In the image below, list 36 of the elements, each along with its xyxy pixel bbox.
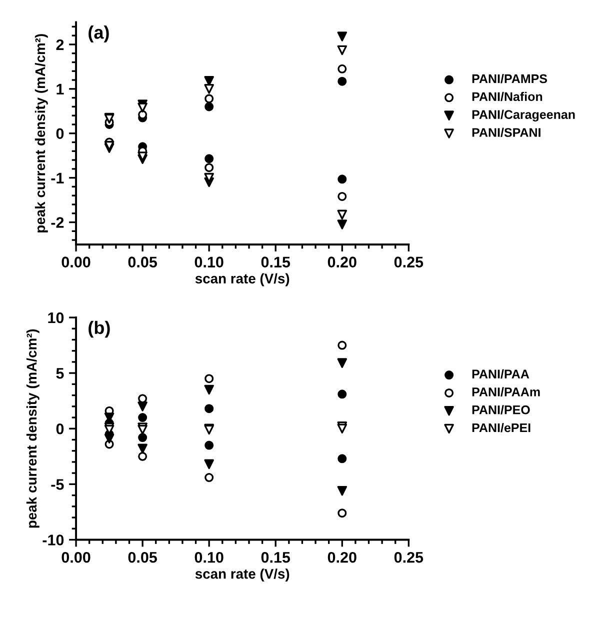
y-tick-label: 10 [48, 312, 64, 324]
x-tick-label: 0.10 [194, 552, 224, 563]
x-axis-title: scan rate (V/s) [195, 273, 290, 286]
y-axis-title: peak current density (mA/cm²) [26, 329, 40, 528]
annotation: (a) [88, 26, 109, 42]
y-tick-label: -2 [51, 217, 64, 228]
y-tick-label: 1 [56, 84, 64, 94]
y-tick-label: -1 [51, 172, 64, 184]
legend-label: PANI/SPANI [472, 128, 540, 138]
x-tick-label: 0.10 [194, 256, 224, 268]
legend-label: PANI/PAA [472, 369, 530, 379]
legend-label: PANI/PEO [472, 405, 530, 414]
legend-label: PANI/Carageenan [472, 110, 575, 122]
x-tick-label: 0.05 [128, 256, 158, 268]
legend-label: PANI/ePEI [472, 422, 530, 432]
x-tick-label: 0.20 [328, 552, 356, 563]
x-tick-label: 0.05 [128, 552, 158, 563]
legend-label: PANI/PAMPS [472, 74, 548, 84]
x-axis-title: scan rate (V/s) [195, 568, 290, 582]
y-tick-label: -5 [51, 479, 64, 490]
y-tick-label: -10 [42, 534, 64, 546]
annotation: (b) [88, 320, 110, 338]
x-tick-label: 0.15 [261, 256, 290, 268]
y-tick-label: 5 [56, 368, 64, 379]
y-tick-label: 0 [56, 128, 64, 140]
legend-label: PANI/Nafion [472, 92, 542, 102]
y-axis-title: peak current density (mA/cm²) [34, 34, 48, 232]
x-tick-label: 0.25 [394, 552, 424, 563]
x-tick-label: 0.20 [328, 256, 356, 268]
x-tick-label: 0.25 [394, 256, 424, 268]
y-tick-label: 0 [56, 423, 64, 434]
legend-label: PANI/PAAm [472, 387, 540, 396]
x-tick-label: 0.15 [261, 552, 290, 563]
y-tick-label: 2 [56, 39, 64, 50]
x-tick-label: 0.00 [62, 256, 90, 268]
x-tick-label: 0.00 [62, 552, 90, 563]
